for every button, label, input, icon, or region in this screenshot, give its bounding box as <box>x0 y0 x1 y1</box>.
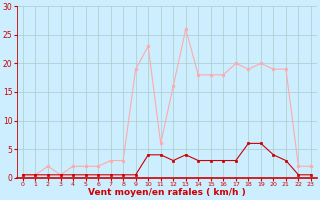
X-axis label: Vent moyen/en rafales ( km/h ): Vent moyen/en rafales ( km/h ) <box>88 188 246 197</box>
